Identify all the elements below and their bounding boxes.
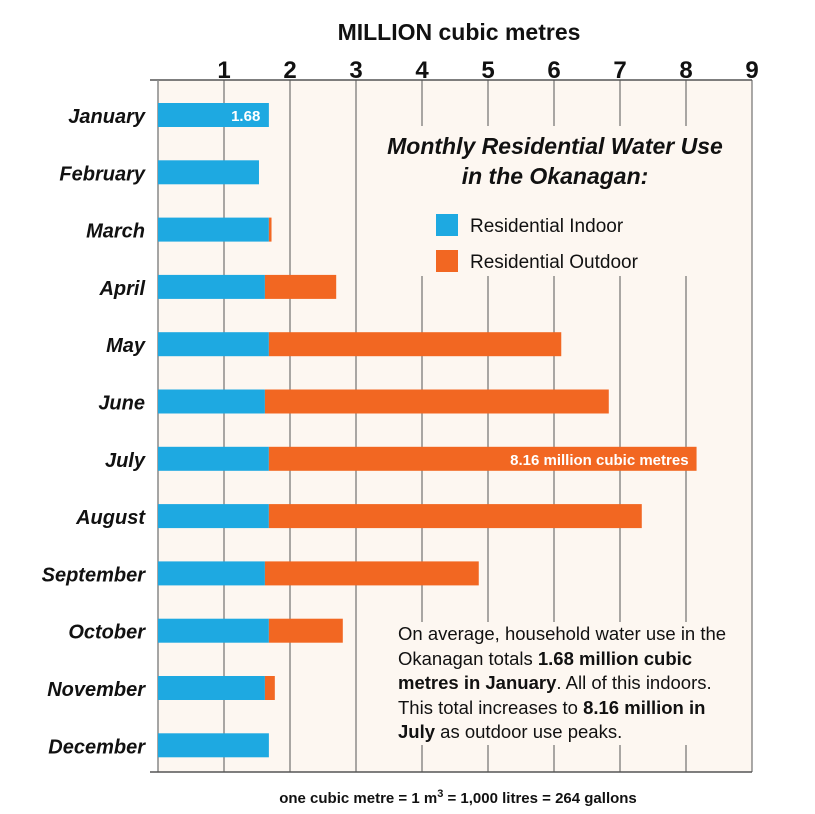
legend-background — [368, 126, 740, 276]
bar-segment — [268, 618, 343, 643]
x-tick-label: 1 — [217, 57, 230, 84]
bar-segment — [158, 676, 265, 700]
month-label: October — [68, 622, 146, 644]
bar-segment — [268, 332, 562, 357]
month-label: January — [68, 106, 146, 128]
bar-segment — [158, 160, 259, 185]
bar-segment — [158, 618, 269, 643]
bar-segment — [264, 676, 275, 700]
bar-segment — [158, 217, 269, 242]
month-label: July — [105, 450, 146, 472]
bar-segment — [264, 274, 337, 299]
month-label: May — [106, 335, 146, 357]
month-label: November — [47, 679, 146, 701]
x-tick-label: 7 — [613, 57, 626, 84]
legend-label: Residential Indoor — [470, 216, 624, 237]
month-label: December — [48, 736, 146, 758]
bar-segment — [158, 446, 269, 471]
footnote: one cubic metre = 1 m3 = 1,000 litres = … — [279, 788, 637, 807]
month-label: August — [75, 507, 146, 529]
bar-segment — [158, 103, 269, 127]
note-bold: 1.68 million cubic metres in January — [398, 647, 693, 694]
bar-segment — [264, 561, 479, 586]
bar-segment — [158, 504, 269, 529]
bar-segment — [158, 733, 269, 758]
note-bold: 8.16 million in July — [398, 696, 706, 743]
x-tick-label: 9 — [745, 57, 758, 84]
x-tick-label: 2 — [283, 57, 296, 84]
x-axis-title: MILLION cubic metres — [338, 19, 581, 45]
month-label: February — [59, 163, 145, 185]
bar-segment — [268, 504, 642, 529]
x-tick-label: 8 — [679, 57, 692, 84]
note-text: as outdoor use peaks. — [435, 721, 623, 742]
summary-note: On average, household water use in the O… — [398, 622, 738, 745]
month-label: April — [98, 278, 145, 300]
month-label: September — [42, 564, 147, 586]
x-tick-label: 6 — [547, 57, 560, 84]
month-label: June — [98, 393, 145, 415]
bar-segment — [268, 217, 272, 242]
chart-title: Monthly Residential Water Use — [387, 133, 723, 159]
data-label: 1.68 — [231, 108, 260, 125]
bar-segment — [158, 274, 265, 299]
legend-swatch — [436, 214, 458, 236]
month-label: March — [86, 221, 145, 243]
x-tick-label: 4 — [415, 57, 429, 84]
data-label: 8.16 million cubic metres — [510, 452, 688, 469]
bar-segment — [158, 561, 265, 586]
legend-swatch — [436, 250, 458, 272]
note-text: On average, household water use in the O… — [398, 623, 727, 669]
legend-label: Residential Outdoor — [470, 252, 639, 273]
bar-segment — [158, 389, 265, 414]
bar-segment — [158, 332, 269, 357]
note-text: . All of this indoors. This total increa… — [398, 672, 712, 718]
x-tick-label: 5 — [481, 57, 494, 84]
bar-segment — [264, 389, 609, 414]
bar-segment — [268, 446, 697, 471]
x-tick-label: 3 — [349, 57, 362, 84]
chart-title: in the Okanagan: — [462, 163, 649, 189]
